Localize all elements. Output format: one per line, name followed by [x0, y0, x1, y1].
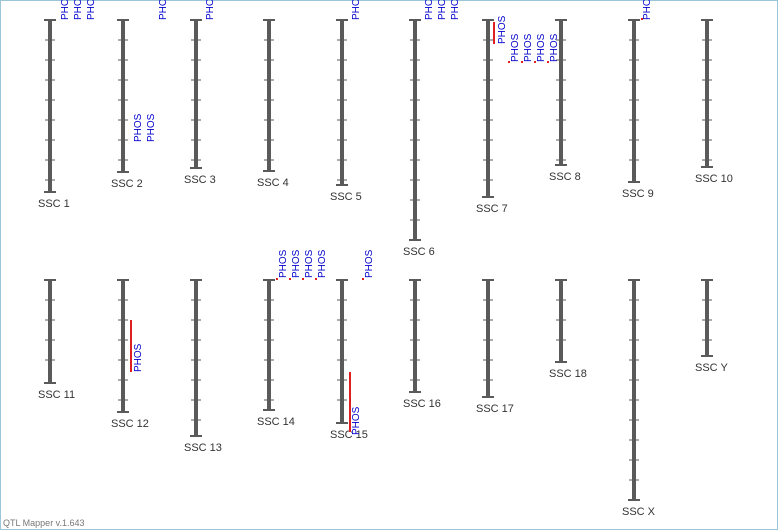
qtl-label: PHOS — [549, 33, 560, 62]
chromosome-label: SSC X — [622, 506, 656, 518]
qtl-label: PHOS — [364, 249, 375, 278]
qtl-label: PHOS — [317, 249, 328, 278]
qtl-label: PHOS — [351, 406, 362, 435]
qtl-label: PHOS — [510, 33, 521, 62]
qtl-label: PHOS — [450, 0, 461, 20]
chromosome-label: SSC 5 — [330, 191, 362, 203]
chromosome-label: SSC 18 — [549, 368, 587, 380]
qtl-label: PHOS — [291, 249, 302, 278]
chromosome-label: SSC 3 — [184, 174, 216, 186]
chromosome-label: SSC 7 — [476, 203, 508, 215]
chromosome-label: SSC 6 — [403, 246, 435, 258]
chromosome-label: SSC 2 — [111, 178, 143, 190]
qtl-label: PHOS — [133, 343, 144, 372]
qtl-label: PHOS — [536, 33, 547, 62]
chromosome-label: SSC 17 — [476, 403, 514, 415]
qtl-label: PHOS — [424, 0, 435, 20]
qtl-label: PHOS — [158, 0, 169, 20]
qtl-label: PHOS — [351, 0, 362, 20]
qtl-label: PHOS — [278, 249, 289, 278]
qtl-label: PHOS — [133, 113, 144, 142]
chromosome-label: SSC 14 — [257, 416, 295, 428]
chromosome-label: SSC 10 — [695, 173, 733, 185]
qtl-label: PHOS — [73, 0, 84, 20]
chromosome-label: SSC 8 — [549, 171, 581, 183]
version-footer: QTL Mapper v.1.643 — [3, 518, 85, 528]
chromosome-label: SSC 15 — [330, 429, 368, 441]
chromosome-label: SSC 12 — [111, 418, 149, 430]
qtl-label: PHOS — [437, 0, 448, 20]
chromosome-label: SSC Y — [695, 362, 728, 374]
qtl-label: PHOS — [146, 113, 157, 142]
chromosome-label: SSC 4 — [257, 177, 289, 189]
chromosome-label: SSC 13 — [184, 442, 222, 454]
chromosome-label: SSC 1 — [38, 198, 70, 210]
qtl-label: PHOS — [60, 0, 71, 20]
qtl-label: PHOS — [497, 15, 508, 44]
qtl-label: PHOS — [523, 33, 534, 62]
qtl-label: PHOS — [304, 249, 315, 278]
chromosome-label: SSC 11 — [38, 389, 75, 401]
qtl-label: PHOS — [642, 0, 653, 20]
chromosome-label: SSC 16 — [403, 398, 441, 410]
qtl-label: PHOS — [86, 0, 97, 20]
qtl-label: PHOS — [205, 0, 216, 20]
chromosome-label: SSC 9 — [622, 188, 654, 200]
